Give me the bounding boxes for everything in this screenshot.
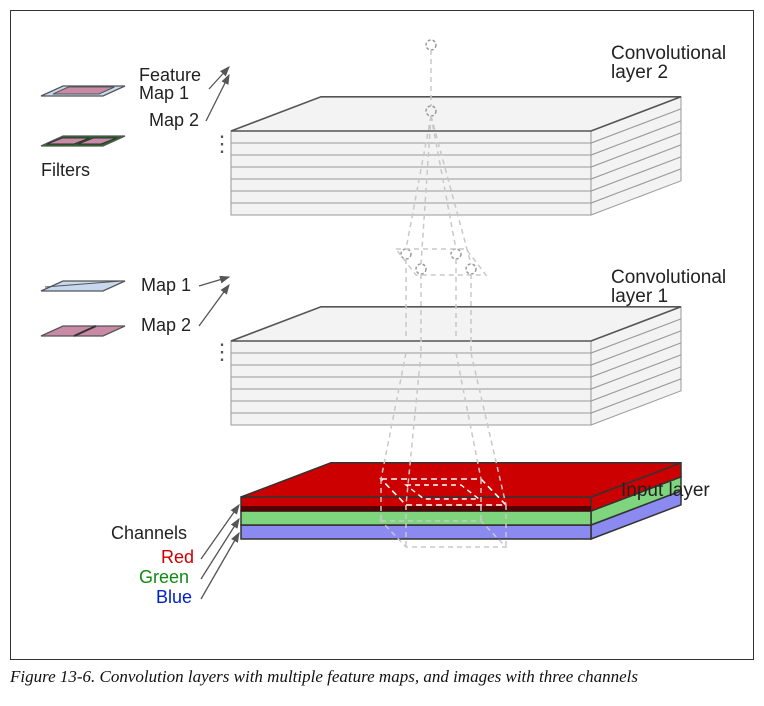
- label-conv-layer-1: Convolutionallayer 1: [611, 267, 726, 307]
- cnn-diagram: Convolutionallayer 2 Convolutionallayer 1…: [11, 11, 753, 659]
- label-filters: Filters: [41, 160, 90, 180]
- label-map1-mid: Map 1: [141, 275, 191, 295]
- label-feature-map-1: FeatureMap 1: [139, 65, 201, 103]
- label-channels: Channels: [111, 523, 187, 543]
- label-blue: Blue: [156, 587, 192, 607]
- label-red: Red: [161, 547, 194, 567]
- label-map2-mid: Map 2: [141, 315, 191, 335]
- label-green: Green: [139, 567, 189, 587]
- label-conv-layer-2: Convolutionallayer 2: [611, 43, 726, 83]
- label-input-layer: Input layer: [621, 480, 710, 501]
- dots-mid: ⋮: [211, 339, 233, 364]
- label-map2-top: Map 2: [149, 110, 199, 130]
- figure-caption: Figure 13-6. Convolution layers with mul…: [10, 666, 752, 688]
- figure-frame: Convolutionallayer 2 Convolutionallayer 1…: [10, 10, 754, 660]
- dots-top: ⋮: [211, 131, 233, 156]
